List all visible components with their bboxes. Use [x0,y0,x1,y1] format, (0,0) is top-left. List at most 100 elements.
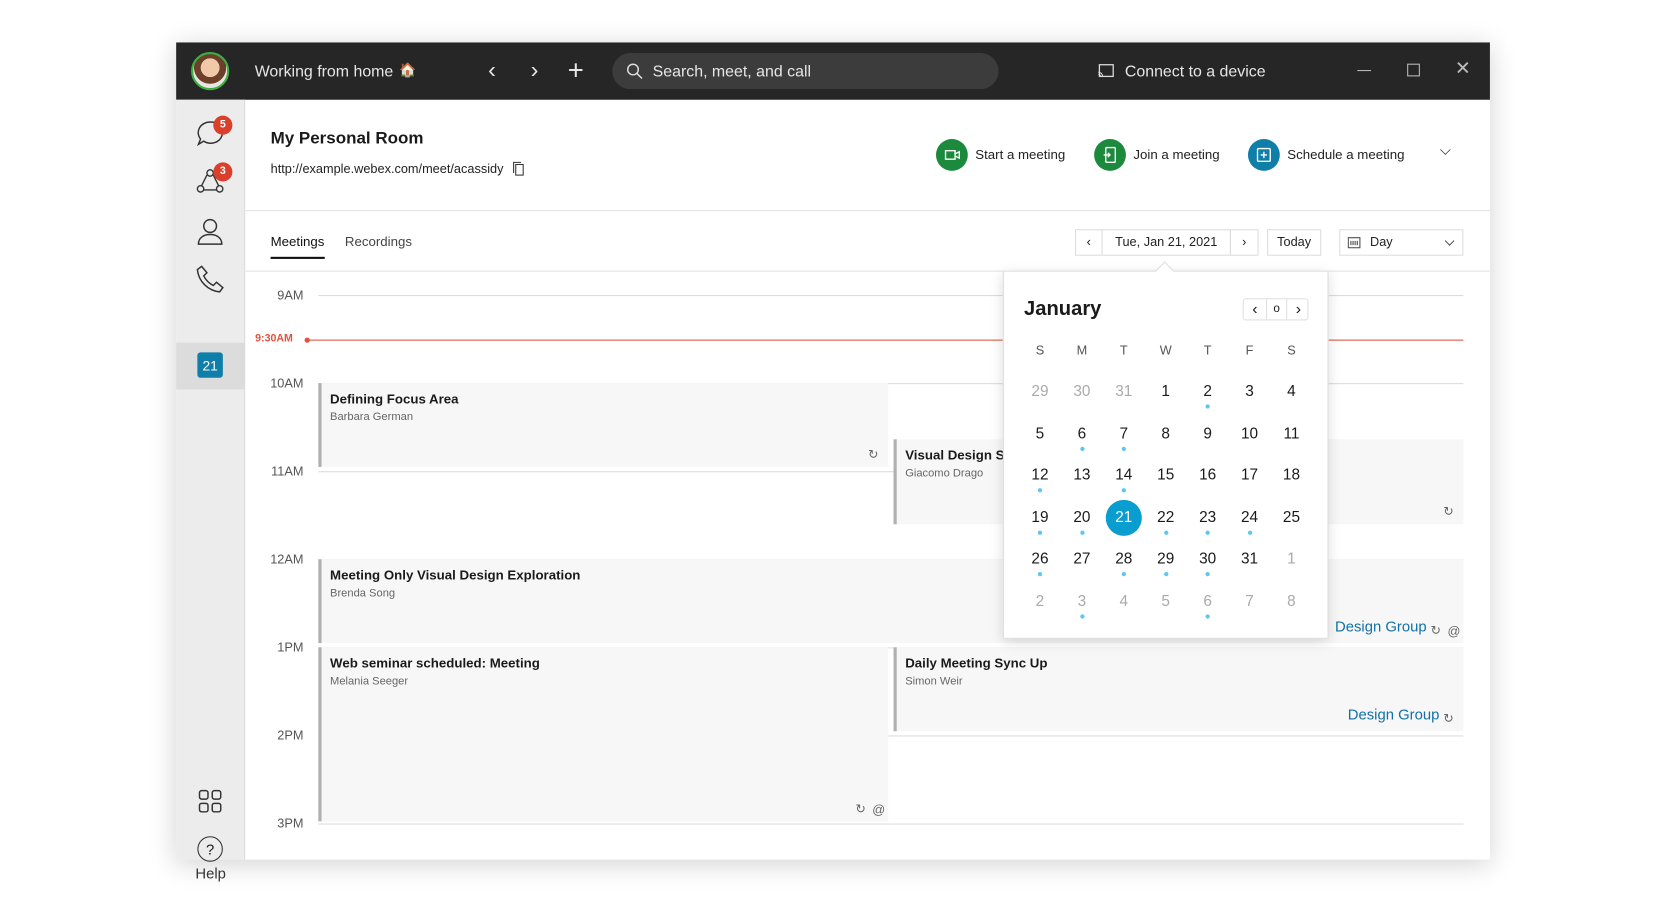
calendar-day[interactable]: 2 [1022,584,1058,620]
calendar-day[interactable]: 9 [1190,416,1226,452]
join-meeting-label: Join a meeting [1133,147,1220,163]
has-events-dot [1079,614,1085,619]
close-button[interactable]: ✕ [1454,57,1471,79]
day-number: 12 [1031,467,1049,485]
event-host: Simon Weir [905,674,963,688]
calendar-day[interactable]: 1 [1273,542,1309,578]
day-number: 28 [1115,551,1133,569]
view-select[interactable]: Day [1339,229,1464,256]
day-number: 16 [1199,467,1217,485]
calendar-day[interactable]: 15 [1148,458,1184,494]
weekday-header: S [1035,342,1045,358]
date-picker-button[interactable]: Tue, Jan 21, 2021 [1101,229,1231,256]
sidebar-item-meetings[interactable]: 21 [176,342,246,390]
calendar-day[interactable]: 5 [1022,416,1058,452]
calendar-day[interactable]: 8 [1148,416,1184,452]
calendar-day[interactable]: 28 [1106,542,1142,578]
has-events-dot [1079,446,1085,451]
calendar-day[interactable]: 3 [1064,584,1100,620]
calendar-day[interactable]: 26 [1022,542,1058,578]
calendar-day[interactable]: 19 [1022,500,1058,536]
calendar-day[interactable]: 24 [1232,500,1268,536]
avatar[interactable] [191,51,230,91]
help-button[interactable]: ? Help [176,836,245,883]
month-nav: ‹ o › [1242,298,1309,321]
prev-day-button[interactable]: ‹ [1074,229,1103,256]
calendar-day[interactable]: 5 [1148,584,1184,620]
calendar-day[interactable]: 31 [1106,374,1142,410]
next-month-button[interactable]: › [1295,300,1302,319]
calendar-day[interactable]: 25 [1273,500,1309,536]
meeting-event[interactable]: Daily Meeting Sync Up Simon Weir ↻ Design G… [893,647,1464,732]
plus-icon[interactable]: + [567,54,584,86]
selected-day[interactable]: 21 [1105,499,1142,536]
calendar-day[interactable]: 29 [1148,542,1184,578]
event-group-link[interactable]: Design Group [1347,705,1440,723]
calendar-day[interactable]: 10 [1232,416,1268,452]
event-title: Daily Meeting Sync Up [905,655,1048,671]
calendar-day[interactable]: 30 [1190,542,1226,578]
day-number: 8 [1287,593,1296,611]
calendar-day[interactable]: 20 [1064,500,1100,536]
next-day-button[interactable]: › [1229,229,1259,256]
search-placeholder: Search, meet, and call [652,62,812,81]
calendar-day[interactable]: 7 [1106,416,1142,452]
calendar-day[interactable]: 27 [1064,542,1100,578]
start-meeting-label: Start a meeting [975,147,1066,163]
calendar-day[interactable]: 18 [1273,458,1309,494]
calendar-day[interactable]: 29 [1022,374,1058,410]
has-events-dot [1037,530,1043,535]
tab-recordings[interactable]: Recordings [344,234,412,250]
calendar-day[interactable]: 3 [1232,374,1268,410]
schedule-meeting-button[interactable]: Schedule a meeting [1247,139,1407,171]
calendar-day[interactable]: 2 [1190,374,1226,410]
calendar-day[interactable]: 23 [1190,500,1226,536]
has-events-dot [1079,530,1085,535]
start-meeting-button[interactable]: Start a meeting [935,139,1074,171]
hour-line [318,383,1464,385]
search-input[interactable]: Search, meet, and call [612,53,999,90]
day-number: 6 [1203,593,1212,611]
join-meeting-button[interactable]: Join a meeting [1094,139,1227,171]
calendar-day[interactable]: 4 [1273,374,1309,410]
day-number: 5 [1035,425,1045,443]
calendar-day[interactable]: 8 [1273,584,1309,620]
today-button[interactable]: Today [1267,229,1322,256]
calendar-day[interactable]: 16 [1190,458,1226,494]
forward-icon[interactable]: › [530,56,539,83]
meeting-event[interactable]: Web seminar scheduled: Meeting Melania Se… [318,647,889,821]
current-time-line [305,339,1464,341]
room-url[interactable]: http://example.webex.com/meet/acassidy [270,161,504,177]
house-icon: 🏠 [399,61,417,78]
minimize-button[interactable] [1357,70,1372,72]
calendar-day[interactable]: 6 [1190,584,1226,620]
current-month-button[interactable]: o [1266,299,1288,320]
calendar-day[interactable]: 17 [1232,458,1268,494]
calendar-day[interactable]: 7 [1232,584,1268,620]
calendar-day[interactable]: 6 [1064,416,1100,452]
sidebar-item-apps[interactable] [176,789,245,820]
calendar-day[interactable]: 11 [1273,416,1309,452]
calendar-day[interactable]: 30 [1064,374,1100,410]
calendar-day[interactable]: 14 [1106,458,1142,494]
tab-meetings[interactable]: Meetings [270,235,325,259]
calendar-day[interactable]: 31 [1232,542,1268,578]
calendar-day[interactable]: 12 [1022,458,1058,494]
calendar-small-icon [1347,237,1361,249]
calendar-day[interactable]: 13 [1064,458,1100,494]
status-text[interactable]: Working from home [254,62,394,81]
sidebar-item-teams[interactable]: 3 [176,162,245,204]
copy-icon[interactable] [513,161,525,176]
maximize-button[interactable] [1407,63,1420,77]
calendar-day[interactable]: 4 [1106,584,1142,620]
calendar-day[interactable]: 22 [1148,500,1184,536]
sidebar-item-calling[interactable] [176,258,245,300]
calendar-day[interactable]: 1 [1148,374,1184,410]
sidebar-item-contacts[interactable] [176,210,245,252]
back-icon[interactable]: ‹ [488,56,496,83]
meeting-event[interactable]: Defining Focus Area Barbara German ↻ [318,383,889,467]
day-number: 5 [1161,593,1171,611]
prev-month-button[interactable]: ‹ [1252,300,1258,319]
event-group-link[interactable]: Design Group [1334,617,1427,635]
sidebar-item-messaging[interactable]: 5 [176,115,245,157]
